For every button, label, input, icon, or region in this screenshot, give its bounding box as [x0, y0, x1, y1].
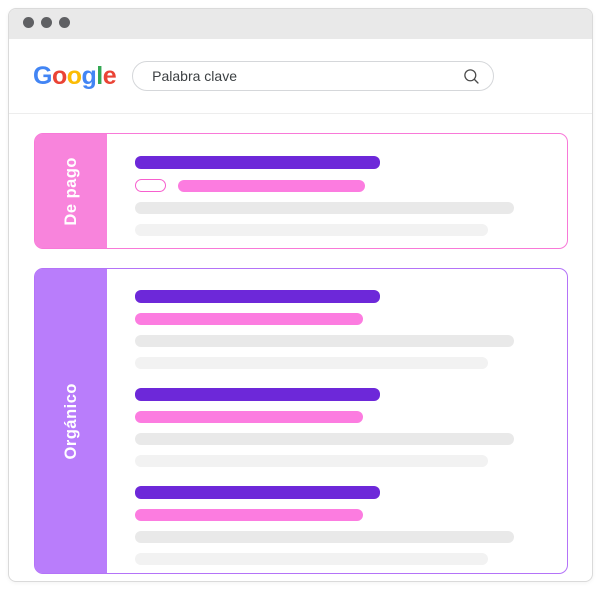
section-organic: Orgánico [34, 268, 568, 574]
result-url-bar [178, 179, 365, 192]
skeleton-row [135, 455, 567, 467]
skeleton-row [135, 335, 567, 347]
logo-letter: l [96, 61, 103, 90]
search-header: Google [9, 39, 592, 114]
result-desc-bar [135, 553, 488, 565]
organic-section-label: Orgánico [61, 382, 80, 460]
result-group [135, 290, 567, 369]
window-dot-icon[interactable] [41, 17, 52, 28]
window-controls[interactable] [23, 15, 77, 33]
result-desc-bar [135, 357, 488, 369]
skeleton-row [135, 224, 567, 236]
section-sidebar: De pago [35, 134, 107, 248]
result-title-bar [135, 290, 380, 303]
window-titlebar [9, 9, 592, 39]
skeleton-row [135, 357, 567, 369]
search-input[interactable] [139, 68, 464, 84]
google-logo[interactable]: Google [33, 61, 117, 90]
result-title-bar [135, 486, 380, 499]
search-box [132, 61, 495, 91]
results-area: De pago Orgánico [9, 114, 592, 574]
skeleton-row [135, 202, 567, 214]
result-title-bar [135, 156, 380, 169]
search-icon[interactable] [463, 68, 480, 85]
result-desc-bar [135, 224, 488, 236]
paid-results [107, 134, 567, 248]
skeleton-row [135, 290, 567, 303]
result-group [135, 486, 567, 565]
window-dot-icon[interactable] [59, 17, 70, 28]
logo-letter: G [33, 61, 52, 90]
result-group [135, 156, 567, 236]
section-paid: De pago [34, 133, 568, 249]
logo-letter: e [102, 61, 117, 90]
skeleton-row [135, 531, 567, 543]
result-title-bar [135, 388, 380, 401]
skeleton-row [135, 433, 567, 445]
skeleton-row [135, 156, 567, 169]
skeleton-row [135, 388, 567, 401]
result-url-bar [135, 411, 363, 423]
result-group [135, 388, 567, 467]
ad-badge [135, 179, 166, 192]
skeleton-row [135, 179, 567, 192]
result-desc-bar [135, 335, 514, 347]
result-url-bar [135, 313, 363, 325]
result-desc-bar [135, 202, 514, 214]
skeleton-row [135, 486, 567, 499]
skeleton-row [135, 553, 567, 565]
window-dot-icon[interactable] [23, 17, 34, 28]
logo-letter: o [66, 61, 82, 90]
result-url-bar [135, 509, 363, 521]
skeleton-row [135, 509, 567, 521]
organic-results [107, 269, 567, 573]
result-desc-bar [135, 433, 514, 445]
section-sidebar: Orgánico [35, 269, 107, 573]
result-desc-bar [135, 455, 488, 467]
skeleton-row [135, 313, 567, 325]
logo-letter: o [51, 61, 67, 90]
result-desc-bar [135, 531, 514, 543]
browser-window: Google De pago Orgánico [8, 8, 593, 582]
paid-section-label: De pago [61, 156, 80, 226]
skeleton-row [135, 411, 567, 423]
logo-letter: g [81, 61, 97, 90]
